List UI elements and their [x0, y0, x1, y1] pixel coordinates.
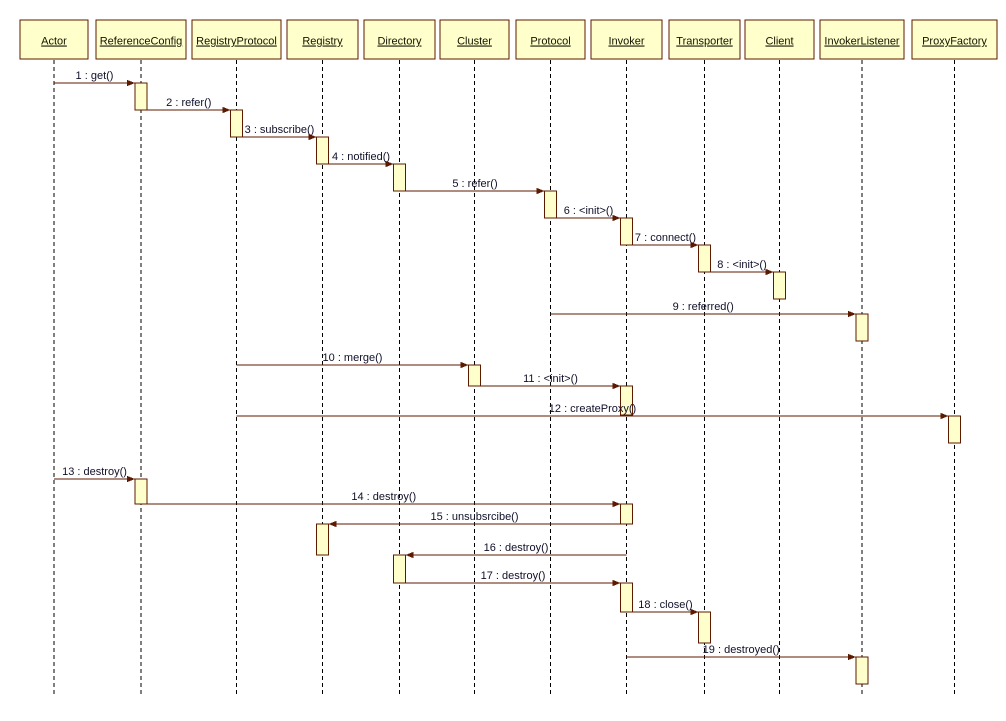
svg-text:1 : get(): 1 : get()	[76, 70, 114, 82]
svg-text:Transporter: Transporter	[676, 36, 733, 48]
svg-text:Registry: Registry	[302, 36, 343, 48]
svg-text:15 : unsubsrcibe(): 15 : unsubsrcibe()	[430, 511, 518, 523]
svg-text:11 : <init>(): 11 : <init>()	[523, 373, 578, 385]
svg-text:InvokerListener: InvokerListener	[824, 36, 900, 48]
svg-text:3 : subscribe(): 3 : subscribe()	[245, 124, 315, 136]
svg-text:RegistryProtocol: RegistryProtocol	[196, 36, 277, 48]
svg-text:14 : destroy(): 14 : destroy()	[351, 491, 416, 503]
svg-text:19 : destroyed(): 19 : destroyed()	[703, 644, 780, 656]
svg-text:4 : notified(): 4 : notified()	[332, 151, 390, 163]
svg-text:16 : destroy(): 16 : destroy()	[484, 542, 549, 554]
svg-text:Cluster: Cluster	[457, 36, 492, 48]
svg-text:7 : connect(): 7 : connect()	[635, 232, 696, 244]
svg-text:Protocol: Protocol	[530, 36, 570, 48]
svg-text:6 : <init>(): 6 : <init>()	[564, 205, 614, 217]
svg-text:5 : refer(): 5 : refer()	[452, 178, 497, 190]
svg-text:Client: Client	[765, 36, 793, 48]
svg-text:Invoker: Invoker	[608, 36, 644, 48]
svg-text:8 : <init>(): 8 : <init>()	[717, 259, 767, 271]
svg-text:2 : refer(): 2 : refer()	[166, 97, 211, 109]
svg-text:10 : merge(): 10 : merge()	[323, 352, 383, 364]
svg-text:Actor: Actor	[41, 36, 67, 48]
svg-text:17 : destroy(): 17 : destroy()	[481, 570, 546, 582]
svg-text:12 : createProxy(): 12 : createProxy()	[549, 403, 636, 415]
svg-text:18 : close(): 18 : close()	[638, 599, 692, 611]
svg-text:ProxyFactory: ProxyFactory	[922, 36, 987, 48]
svg-text:ReferenceConfig: ReferenceConfig	[100, 36, 183, 48]
svg-text:9 : referred(): 9 : referred()	[673, 301, 734, 313]
svg-text:Directory: Directory	[377, 36, 422, 48]
svg-text:13 : destroy(): 13 : destroy()	[62, 466, 127, 478]
